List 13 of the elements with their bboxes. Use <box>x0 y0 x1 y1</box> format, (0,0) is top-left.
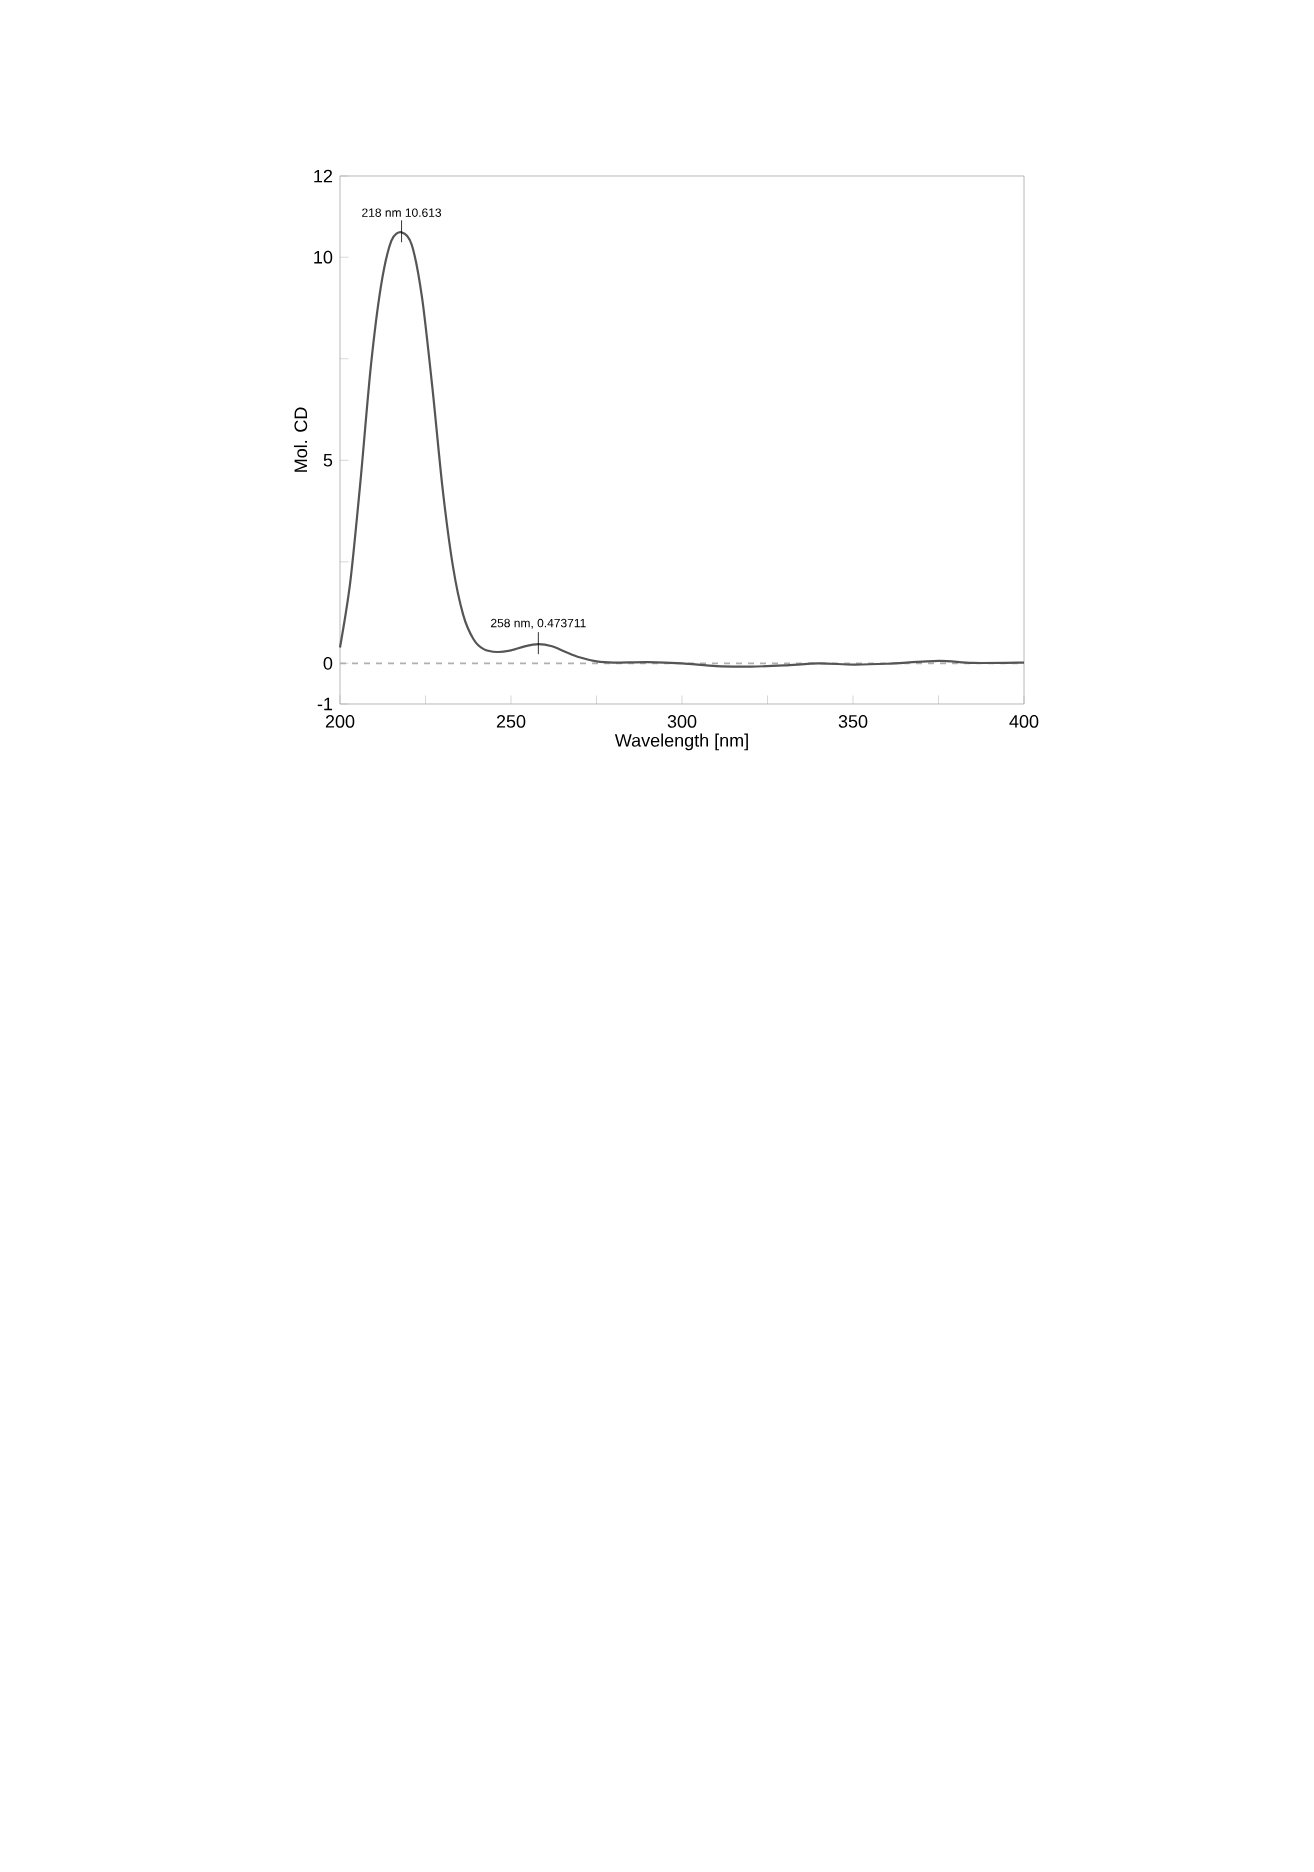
y-tick-label: 0 <box>323 656 333 670</box>
x-axis-title: Wavelength [nm] <box>614 733 748 751</box>
y-tick-label: 5 <box>323 454 333 467</box>
y-tick-label: 10 <box>314 250 333 264</box>
x-tick-label: 200 <box>325 715 355 728</box>
y-tick-label: 12 <box>314 169 333 183</box>
y-axis-title: Mol. CD <box>293 407 308 472</box>
x-tick-label: 350 <box>838 715 868 728</box>
y-tick-label: -1 <box>317 697 333 711</box>
x-tick-label: 250 <box>496 715 526 728</box>
x-tick-label: 400 <box>1009 715 1039 728</box>
x-tick-label: 300 <box>667 715 697 728</box>
line-series <box>338 231 1026 668</box>
